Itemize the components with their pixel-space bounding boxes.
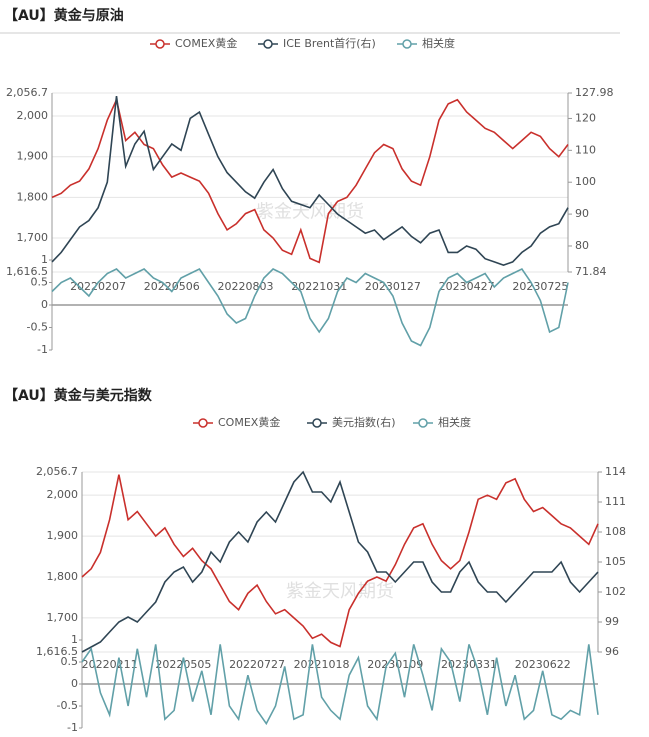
x-tick-label: 20220803 [218,280,274,293]
watermark: 紫金天风期货 [286,581,394,602]
x-tick-label: 20230127 [365,280,421,293]
x-tick-label: 20220207 [70,280,126,293]
y-tick-label: 1,700 [47,611,79,624]
x-tick-label: 20220727 [229,658,285,671]
x-tick-label: 20220506 [144,280,200,293]
y-tick-label: 1,800 [47,570,79,583]
y3-tick-label: -0.5 [57,699,78,712]
y-tick-label: 2,056.7 [36,465,78,478]
legend-icon [263,39,273,49]
y2-tick-label: 100 [575,175,596,188]
legend-label: 相关度 [422,36,455,50]
y3-tick-label: 0 [71,677,78,690]
x-tick-label: 20220211 [82,658,138,671]
series-line [51,267,569,347]
x-tick-label: 20230622 [515,658,571,671]
y2-tick-label: 114 [605,465,626,478]
chart-title: 【AU】黄金与原油 [4,7,124,24]
y-tick-label: 1,616.5 [6,265,48,278]
x-tick-label: 20230725 [512,280,568,293]
legend-label: 相关度 [438,415,471,429]
y3-tick-label: 0 [41,298,48,311]
y2-tick-label: 120 [575,111,596,124]
x-tick-label: 20221018 [294,658,350,671]
y-tick-label: 2,056.7 [6,86,48,99]
chart-title: 【AU】黄金与美元指数 [4,387,153,404]
series-line [81,474,599,648]
y2-tick-label: 71.84 [575,265,607,278]
y3-tick-label: 1 [71,633,78,646]
y2-tick-label: 90 [575,207,589,220]
y3-tick-label: 0.5 [31,276,49,289]
y-tick-label: 1,616.5 [36,645,78,658]
series-line [51,95,569,266]
y-tick-label: 1,900 [17,150,49,163]
watermark: 紫金天风期货 [256,202,364,223]
series-line [51,97,569,264]
y2-tick-label: 111 [605,495,626,508]
legend-label: COMEX黄金 [175,36,237,50]
legend-label: 美元指数(右) [332,415,396,429]
series-line [81,644,599,726]
series-line [81,470,599,653]
legend-icon [418,418,428,428]
x-tick-label: 20221031 [291,280,347,293]
y2-tick-label: 110 [575,143,596,156]
y2-tick-label: 96 [605,645,619,658]
legend-label: COMEX黄金 [218,415,280,429]
y3-tick-label: -1 [67,721,78,734]
y-tick-label: 1,900 [47,529,79,542]
legend-icon [312,418,322,428]
y3-tick-label: -0.5 [27,321,48,334]
y2-tick-label: 127.98 [575,86,614,99]
y3-tick-label: 1 [41,253,48,266]
y3-tick-label: 0.5 [61,655,79,668]
y2-tick-label: 105 [605,555,626,568]
legend-icon [155,39,165,49]
y3-tick-label: -1 [37,343,48,356]
y-tick-label: 2,000 [47,488,79,501]
x-tick-label: 20230109 [367,658,423,671]
x-tick-label: 20220505 [155,658,211,671]
x-tick-label: 20230427 [439,280,495,293]
y2-tick-label: 99 [605,615,619,628]
legend-icon [402,39,412,49]
legend-icon [198,418,208,428]
y2-tick-label: 108 [605,525,626,538]
x-tick-label: 20230331 [441,658,497,671]
y-tick-label: 1,700 [17,231,49,244]
y2-tick-label: 102 [605,585,626,598]
y-tick-label: 2,000 [17,109,49,122]
legend-label: ICE Brent首行(右) [283,36,376,50]
y-tick-label: 1,800 [17,190,49,203]
y2-tick-label: 80 [575,239,589,252]
